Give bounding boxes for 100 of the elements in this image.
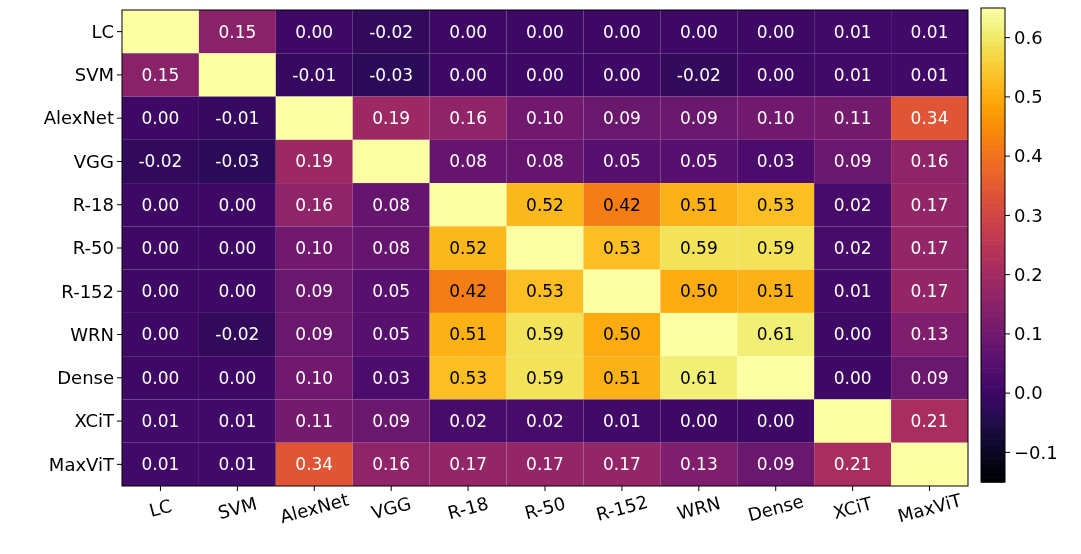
data-label: 0.00 (679, 21, 718, 42)
data-label: 0.00 (833, 367, 872, 388)
data-label: 0.02 (833, 237, 872, 258)
data-label: 0.16 (910, 151, 949, 172)
y-tick-label: WRN (70, 323, 114, 345)
data-label: 0.51 (756, 281, 795, 302)
data-label: 0.19 (372, 108, 411, 129)
data-label: 0.59 (679, 237, 718, 258)
y-tick-label: R-50 (72, 237, 114, 259)
data-label: 0.52 (449, 237, 488, 258)
data-label: 0.10 (295, 237, 334, 258)
data-label: 0.53 (756, 194, 795, 215)
data-label: 0.02 (449, 411, 488, 432)
data-label: 0.17 (449, 454, 488, 475)
data-label: -0.03 (369, 64, 414, 85)
y-tick-label: XCiT (74, 410, 115, 432)
data-label: 0.13 (910, 324, 949, 345)
data-label: 0.08 (449, 151, 488, 172)
y-tick-label: LC (91, 20, 114, 42)
color-bar-label: 0.6 (1014, 26, 1043, 48)
data-label: 0.05 (372, 324, 411, 345)
data-label: 0.00 (526, 64, 564, 85)
data-label: 0.00 (602, 64, 641, 85)
color-bar-label: 0.1 (1014, 323, 1043, 345)
data-label: 0.05 (602, 151, 641, 172)
data-label: 0.52 (526, 194, 564, 215)
y-tick-label: SVM (74, 64, 114, 86)
data-label: 0.15 (141, 64, 180, 85)
data-label: 0.00 (141, 367, 180, 388)
data-label: 0.09 (295, 324, 334, 345)
data-label: 0.59 (526, 324, 564, 345)
data-label: 0.51 (679, 194, 718, 215)
data-label: 0.00 (141, 108, 180, 129)
data-label: 0.17 (910, 237, 949, 258)
x-tick-label: SVM (215, 492, 259, 524)
data-label: 0.00 (602, 21, 641, 42)
x-tick-label: XCiT (830, 492, 876, 524)
data-label: 0.09 (833, 151, 872, 172)
data-label: 0.34 (295, 454, 334, 475)
x-tick-label: Dense (745, 490, 806, 526)
x-tick-label: WRN (674, 492, 723, 524)
y-tick-label: Dense (57, 367, 114, 389)
data-label: -0.02 (369, 21, 414, 42)
data-label: 0.00 (218, 237, 257, 258)
data-label: 0.16 (372, 454, 411, 475)
data-label: 0.01 (141, 454, 180, 475)
data-label: 0.19 (295, 151, 334, 172)
data-label: -0.01 (292, 64, 337, 85)
color-bar-label: 0.2 (1014, 263, 1043, 285)
data-label: 0.11 (833, 108, 872, 129)
data-label: -0.02 (138, 151, 183, 172)
data-label: 0.42 (602, 194, 641, 215)
data-label: 0.50 (602, 324, 641, 345)
data-label: 0.21 (833, 454, 872, 475)
data-label: 0.08 (372, 194, 411, 215)
data-label: 0.17 (910, 194, 949, 215)
data-label: 0.61 (679, 367, 718, 388)
data-label: 0.08 (526, 151, 564, 172)
data-label: 0.16 (449, 108, 488, 129)
data-label: -0.01 (215, 108, 260, 129)
data-label: 0.15 (218, 21, 257, 42)
x-tick-label: MaxViT (895, 488, 965, 527)
data-label: 0.09 (756, 454, 795, 475)
data-label: 0.05 (679, 151, 718, 172)
y-tick-label: R-18 (72, 194, 114, 216)
data-label: 0.01 (602, 411, 641, 432)
data-label: 0.03 (756, 151, 795, 172)
data-label: 0.10 (756, 108, 795, 129)
data-label: 0.00 (141, 324, 180, 345)
data-label: 0.00 (449, 64, 488, 85)
x-tick-label: R-50 (522, 492, 568, 524)
data-label: 0.00 (218, 194, 257, 215)
data-label: 0.02 (833, 194, 872, 215)
data-label: 0.53 (526, 281, 564, 302)
data-label: 0.05 (372, 281, 411, 302)
data-label: 0.00 (449, 21, 488, 42)
y-tick-label: VGG (73, 150, 114, 172)
data-label: 0.00 (833, 324, 872, 345)
data-label: 0.10 (295, 367, 334, 388)
data-label: 0.00 (218, 281, 257, 302)
data-label: 0.59 (756, 237, 795, 258)
data-label: 0.01 (141, 411, 180, 432)
data-label: 0.01 (833, 64, 872, 85)
data-label: 0.16 (295, 194, 334, 215)
data-label: -0.03 (215, 151, 260, 172)
y-tick-label: AlexNet (43, 107, 114, 129)
color-bar-label: 0.5 (1014, 86, 1043, 108)
data-label: 0.51 (602, 367, 641, 388)
data-label: 0.00 (756, 64, 795, 85)
data-label: 0.01 (910, 21, 949, 42)
data-label: 0.11 (295, 411, 334, 432)
data-label: 0.17 (602, 454, 641, 475)
color-bar-label: 0.4 (1014, 145, 1043, 167)
y-tick-label: R-152 (61, 280, 114, 302)
data-label: 0.51 (449, 324, 488, 345)
data-label: 0.00 (141, 237, 180, 258)
color-bar-label: 0.0 (1014, 382, 1043, 404)
data-label: 0.02 (526, 411, 564, 432)
data-label: 0.03 (372, 367, 411, 388)
data-label: 0.34 (910, 108, 949, 129)
